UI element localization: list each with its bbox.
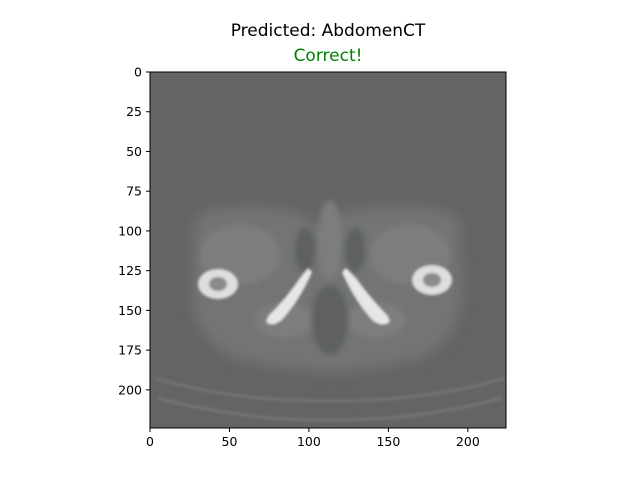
y-tick-label: 200	[118, 382, 142, 397]
figure-title: Predicted: AbdomenCT	[231, 21, 426, 41]
y-tick-label: 100	[118, 223, 142, 238]
x-tick-label: 100	[297, 434, 321, 449]
figure-subtitle: Correct!	[294, 46, 363, 66]
image-frame	[149, 71, 507, 429]
y-axis: 0 25 50 75 100 125 150 175 200	[118, 65, 150, 397]
y-tick-label: 125	[118, 263, 142, 278]
x-tick-label: 0	[146, 434, 154, 449]
x-tick-label: 150	[376, 434, 400, 449]
ct-image	[150, 72, 506, 428]
y-tick-label: 75	[126, 184, 142, 199]
y-tick-label: 175	[118, 343, 142, 358]
x-axis: 0 50 100 150 200	[146, 428, 480, 449]
y-tick-label: 25	[126, 104, 142, 119]
y-tick-label: 50	[126, 144, 142, 159]
y-tick-label: 0	[134, 65, 142, 80]
x-tick-label: 50	[222, 434, 238, 449]
y-tick-label: 150	[118, 303, 142, 318]
x-tick-label: 200	[456, 434, 480, 449]
